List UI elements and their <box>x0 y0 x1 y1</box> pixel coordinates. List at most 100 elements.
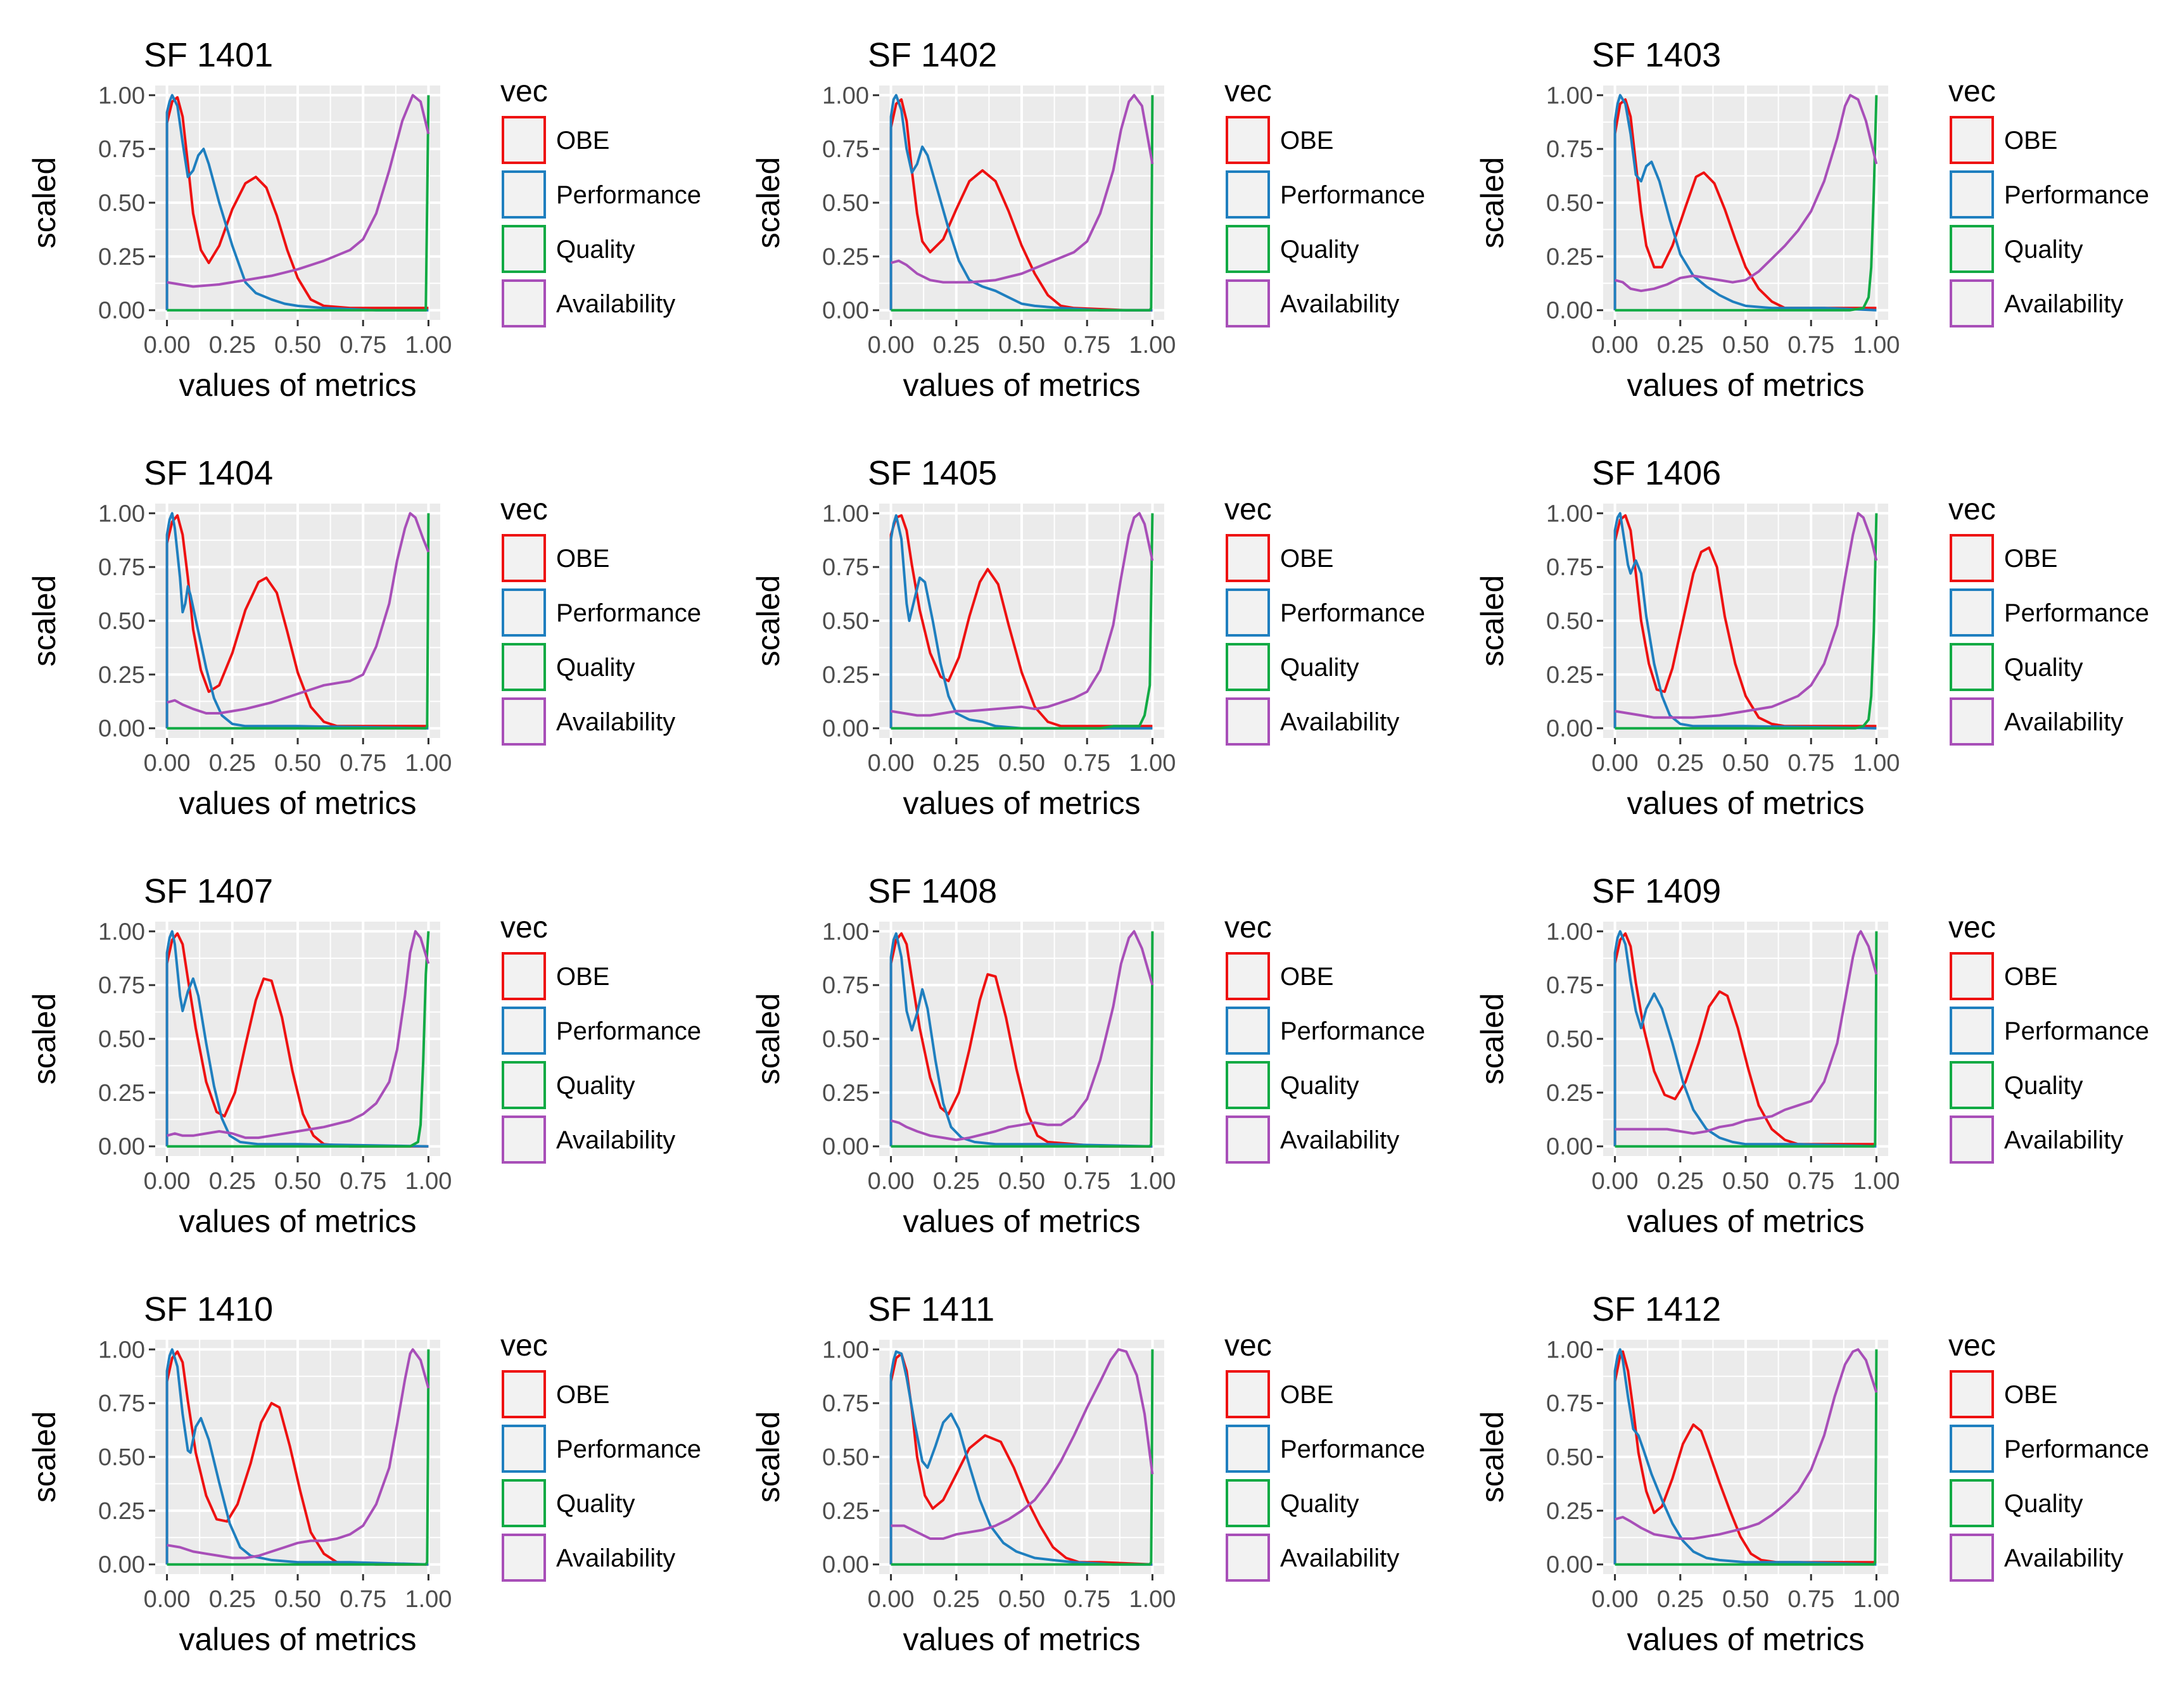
x-tick-label: 0.25 <box>933 750 980 777</box>
legend-label: Availability <box>2004 1126 2123 1154</box>
y-axis-title: scaled <box>1475 575 1510 667</box>
legend-key-performance <box>1950 1425 1994 1473</box>
series-line-availability <box>1615 512 1878 719</box>
y-tick-label: 0.25 <box>822 662 869 689</box>
x-tick-label: 0.25 <box>1657 750 1704 777</box>
series-line-performance <box>889 1350 1153 1566</box>
legend-key-availability <box>1226 279 1270 327</box>
x-tick-label: 0.50 <box>274 1586 321 1613</box>
legend: vec OBE Performance Quality Availability <box>1948 1329 2149 1582</box>
y-tick-label: 0.25 <box>822 1498 869 1525</box>
legend-label: Performance <box>2004 599 2149 627</box>
legend-label: OBE <box>556 963 609 991</box>
legend-key-availability <box>1226 1534 1270 1582</box>
y-tick-label: 0.00 <box>98 1552 145 1579</box>
x-tick-label: 0.50 <box>998 750 1045 777</box>
legend-label: Quality <box>556 1490 635 1518</box>
series-line-quality <box>167 95 430 312</box>
x-tick-label: 0.25 <box>933 332 980 359</box>
legend-label: Availability <box>1280 290 1399 318</box>
legend-key-availability <box>1950 279 1994 327</box>
legend-label: OBE <box>2004 1381 2057 1409</box>
y-tick-label: 0.75 <box>1546 136 1593 163</box>
series-line-quality <box>1615 1349 1878 1566</box>
panel-title: SF 1405 <box>868 454 997 492</box>
series-line-obe <box>165 1350 429 1566</box>
x-tick-label: 1.00 <box>405 1168 452 1195</box>
x-tick-label: 0.50 <box>998 1586 1045 1613</box>
legend-label: Performance <box>1280 1017 1425 1045</box>
y-tick-label: 0.25 <box>822 244 869 270</box>
legend: vec OBE Performance Quality Availability <box>500 1329 701 1582</box>
legend-title: vec <box>1224 75 1272 108</box>
legend-key-quality <box>502 1061 546 1109</box>
legend-label: OBE <box>2004 127 2057 155</box>
x-tick-label: 0.00 <box>868 332 915 359</box>
legend-label: Availability <box>2004 1544 2123 1572</box>
y-tick-label: 0.75 <box>98 554 145 581</box>
x-tick-label: 0.25 <box>209 332 256 359</box>
y-axis-title: scaled <box>27 157 62 249</box>
facet-panel-12: SF 1412 0.00 0.25 0.50 0.75 1.00 0.00 0.25 0.50 0… <box>1475 1290 2149 1657</box>
panel-title: SF 1402 <box>868 36 997 74</box>
x-axis-title: values of metrics <box>179 785 416 821</box>
series-line-quality <box>167 513 430 730</box>
legend-label: OBE <box>2004 963 2057 991</box>
x-tick-label: 0.25 <box>1657 1586 1704 1613</box>
x-tick-label: 0.75 <box>1787 1586 1834 1613</box>
series-line-obe <box>1613 1350 1877 1565</box>
x-tick-label: 0.75 <box>1787 332 1834 359</box>
legend: vec OBE Performance Quality Availability <box>500 75 701 327</box>
series-line-quality <box>891 931 1154 1148</box>
panel-title: SF 1407 <box>144 872 273 910</box>
legend-label: Quality <box>1280 1072 1359 1100</box>
x-tick-label: 0.75 <box>1063 332 1110 359</box>
series-line-quality <box>891 513 1154 730</box>
series-line-obe <box>1613 932 1877 1147</box>
legend-key-quality <box>1226 643 1270 691</box>
legend-key-performance <box>502 170 546 219</box>
x-tick-label: 0.25 <box>1657 332 1704 359</box>
legend-key-quality <box>1950 1061 1994 1109</box>
y-tick-label: 0.75 <box>1546 1390 1593 1417</box>
y-tick-label: 0.75 <box>822 554 869 581</box>
x-tick-label: 0.75 <box>340 1586 386 1613</box>
y-axis-title: scaled <box>27 993 62 1085</box>
y-tick-label: 0.75 <box>1546 554 1593 581</box>
y-tick-label: 1.00 <box>98 500 145 527</box>
panel-title: SF 1412 <box>1592 1290 1721 1328</box>
x-tick-label: 0.00 <box>868 1586 915 1613</box>
legend: vec OBE Performance Quality Availability <box>500 493 701 746</box>
legend-key-performance <box>1950 588 1994 637</box>
y-tick-label: 0.25 <box>1546 1498 1593 1525</box>
y-tick-label: 0.75 <box>98 136 145 163</box>
legend-key-obe <box>1226 534 1270 582</box>
series-line-availability <box>1615 94 1878 293</box>
legend-label: OBE <box>1280 963 1333 991</box>
facet-panel-2: SF 1402 0.00 0.25 0.50 0.75 1.00 0.00 0.25 0.50 0… <box>751 36 1425 403</box>
y-tick-label: 0.00 <box>822 298 869 324</box>
facet-panel-8: SF 1408 0.00 0.25 0.50 0.75 1.00 0.00 0.25 0.50 0… <box>751 872 1425 1239</box>
facet-panel-11: SF 1411 0.00 0.25 0.50 0.75 1.00 0.00 0.25 0.50 0… <box>751 1290 1425 1657</box>
legend-key-performance <box>1226 170 1270 219</box>
x-tick-label: 0.00 <box>1592 750 1639 777</box>
y-tick-label: 1.00 <box>98 918 145 945</box>
panel-title: SF 1409 <box>1592 872 1721 910</box>
x-axis-title: values of metrics <box>903 785 1140 821</box>
legend-key-obe <box>1950 116 1994 164</box>
x-tick-label: 0.75 <box>1063 1586 1110 1613</box>
legend-label: Performance <box>2004 1435 2149 1463</box>
x-tick-label: 0.50 <box>1722 1586 1769 1613</box>
x-tick-label: 0.25 <box>933 1168 980 1195</box>
series-line-quality <box>1615 95 1878 312</box>
legend-key-obe <box>502 952 546 1000</box>
legend-key-availability <box>502 1534 546 1582</box>
y-tick-label: 0.25 <box>98 1498 145 1525</box>
panel-title: SF 1403 <box>1592 36 1721 74</box>
legend-label: Performance <box>1280 181 1425 209</box>
legend-key-performance <box>1950 170 1994 219</box>
legend-key-obe <box>1950 1370 1994 1418</box>
x-tick-label: 0.50 <box>1722 1168 1769 1195</box>
legend-title: vec <box>1948 75 1996 108</box>
x-tick-label: 1.00 <box>1129 1168 1176 1195</box>
